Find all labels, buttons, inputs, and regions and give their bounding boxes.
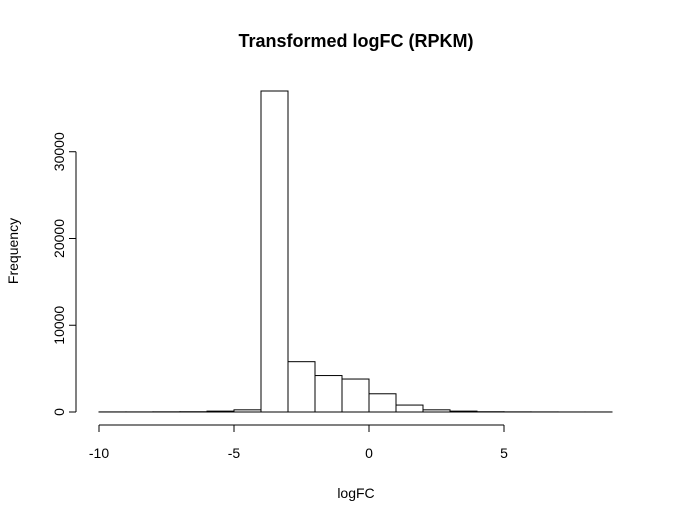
x-tick-label: -5 <box>228 445 241 461</box>
y-axis-label: Frequency <box>5 218 21 284</box>
histogram-bar <box>395 404 424 413</box>
histogram-bar <box>422 409 451 413</box>
x-tick-label: 0 <box>365 445 373 461</box>
histogram-bar <box>449 410 478 413</box>
y-axis: 0 10000 20000 30000 <box>51 132 77 416</box>
x-tick-label: 5 <box>500 445 508 461</box>
x-axis-label: logFC <box>337 485 374 501</box>
y-tick-label: 0 <box>51 408 67 416</box>
histogram-bar <box>368 393 397 413</box>
histogram-bar <box>287 361 316 413</box>
y-tick-label: 10000 <box>51 306 67 345</box>
y-tick-label: 30000 <box>51 132 67 171</box>
histogram-bar <box>233 409 262 413</box>
histogram-bar <box>341 378 370 413</box>
histogram-bar <box>314 375 343 413</box>
histogram-bar <box>260 90 289 413</box>
x-axis: -10 -5 0 5 <box>89 424 508 461</box>
histogram-bar <box>206 410 235 413</box>
chart-title: Transformed logFC (RPKM) <box>238 31 473 51</box>
histogram-bars <box>98 90 613 413</box>
x-tick-label: -10 <box>89 445 109 461</box>
y-tick-label: 20000 <box>51 219 67 258</box>
